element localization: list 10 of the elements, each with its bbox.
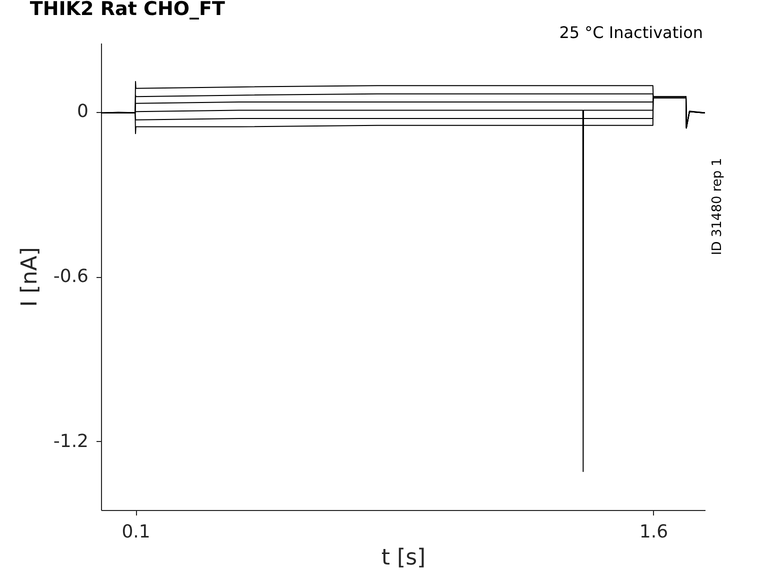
y-tick-label: -1.2 (53, 430, 88, 452)
y-tick-label: 0 (77, 101, 88, 122)
x-axis-title: t [s] (381, 546, 426, 570)
x-tick-label: 1.6 (639, 522, 668, 542)
text: 25 °C Inactivation (559, 23, 703, 42)
y-tick-label: -0.6 (53, 266, 88, 287)
x-tick-label: 0.1 (122, 522, 150, 542)
chart-title: THIK2 Rat CHO_FT (30, 0, 225, 20)
text: ID 31480 rep 1 (710, 158, 725, 256)
y-axis-title: I [nA] (17, 247, 42, 307)
